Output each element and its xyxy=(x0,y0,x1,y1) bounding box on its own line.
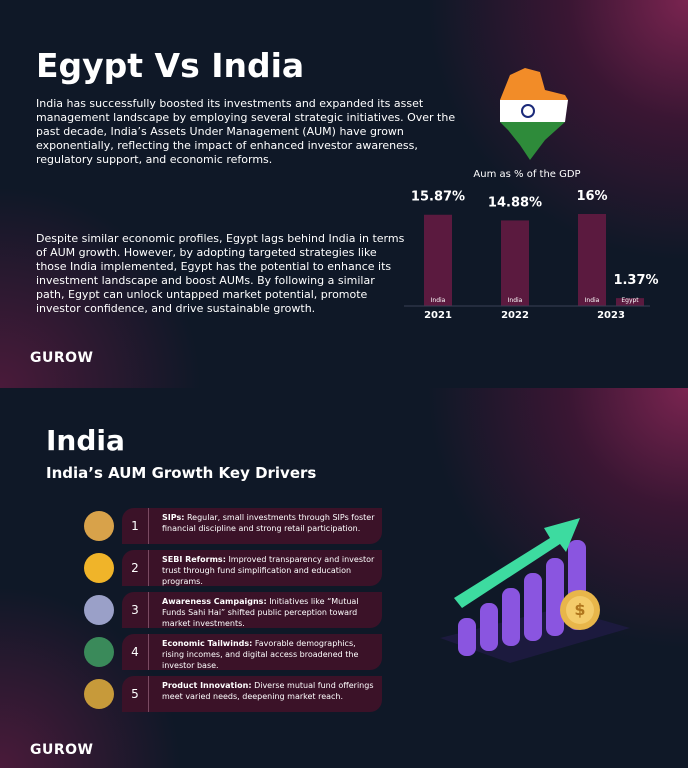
section-title: India xyxy=(46,424,125,457)
bar xyxy=(424,214,452,306)
driver-item: 4 Economic Tailwinds: Favorable demograph… xyxy=(122,634,382,670)
category-label: 2022 xyxy=(501,310,529,321)
driver-icon xyxy=(84,637,114,667)
comparison-section: Egypt Vs India India has successfully bo… xyxy=(0,0,688,388)
brand: GUROW xyxy=(30,742,94,758)
driver-text: SEBI Reforms: Improved transparency and … xyxy=(162,554,376,587)
chart: Aum as % of the GDP India 15.87% 2021 India… xyxy=(404,68,659,321)
driver-number: 5 xyxy=(122,676,149,712)
growth-illustration: $ xyxy=(440,518,630,663)
driver-item: 3 Awareness Campaigns: Initiatives like “… xyxy=(122,592,382,628)
driver-icon xyxy=(84,553,114,583)
chart-title: Aum as % of the GDP xyxy=(473,169,580,180)
bar xyxy=(501,220,529,306)
driver-label: Awareness Campaigns: xyxy=(162,597,267,606)
driver-label: SEBI Reforms: xyxy=(162,555,226,564)
driver-number: 1 xyxy=(122,508,149,544)
brand: GUROW xyxy=(30,350,94,366)
driver-number: 2 xyxy=(122,550,149,586)
svg-text:$: $ xyxy=(574,600,585,619)
bar-series-label: India xyxy=(508,297,523,304)
intro: India has successfully boosted its inves… xyxy=(36,97,456,166)
bar-series-label: India xyxy=(431,297,446,304)
section-subtitle: India’s AUM Growth Key Drivers xyxy=(46,464,317,482)
value-label: 16% xyxy=(576,189,607,204)
value-label: 14.88% xyxy=(488,195,542,210)
driver-item: 2 SEBI Reforms: Improved transparency and… xyxy=(122,550,382,586)
driver-item: 5 Product Innovation: Diverse mutual fund… xyxy=(122,676,382,712)
category-label: 2021 xyxy=(424,310,452,321)
driver-icon xyxy=(84,595,114,625)
driver-icon xyxy=(84,511,114,541)
driver-label: SIPs: xyxy=(162,513,185,522)
driver-label: Economic Tailwinds: xyxy=(162,639,253,648)
driver-description: Initiatives like “Mutual Funds Sahi Hai”… xyxy=(162,597,359,628)
bar-series-label: India xyxy=(585,297,600,304)
bar xyxy=(616,298,644,306)
driver-text: SIPs: Regular, small investments through… xyxy=(162,512,376,534)
india-map xyxy=(500,68,568,160)
bar xyxy=(578,214,606,306)
driver-number: 4 xyxy=(122,634,149,670)
body: Despite similar economic profiles, Egypt… xyxy=(36,232,405,315)
driver-description: Regular, small investments through SIPs … xyxy=(162,513,375,533)
value-label: 15.87% xyxy=(411,190,465,205)
driver-description: Diverse mutual fund offerings meet varie… xyxy=(162,681,374,701)
driver-item: 1 SIPs: Regular, small investments throug… xyxy=(122,508,382,544)
driver-description: Favorable demographics, rising incomes, … xyxy=(162,639,359,670)
driver-icon xyxy=(84,679,114,709)
driver-label: Product Innovation: xyxy=(162,681,252,690)
driver-description: Improved transparency and investor trust… xyxy=(162,555,375,586)
bar-series-label: Egypt xyxy=(621,297,639,304)
value-label: 1.37% xyxy=(613,273,658,288)
title: Egypt Vs India xyxy=(36,46,305,85)
category-label: 2023 xyxy=(597,310,625,321)
driver-text: Economic Tailwinds: Favorable demographi… xyxy=(162,638,376,671)
driver-number: 3 xyxy=(122,592,149,628)
drivers-section: India India’s AUM Growth Key Drivers 1 SI… xyxy=(0,388,688,768)
driver-text: Product Innovation: Diverse mutual fund … xyxy=(162,680,376,702)
driver-text: Awareness Campaigns: Initiatives like “M… xyxy=(162,596,376,629)
